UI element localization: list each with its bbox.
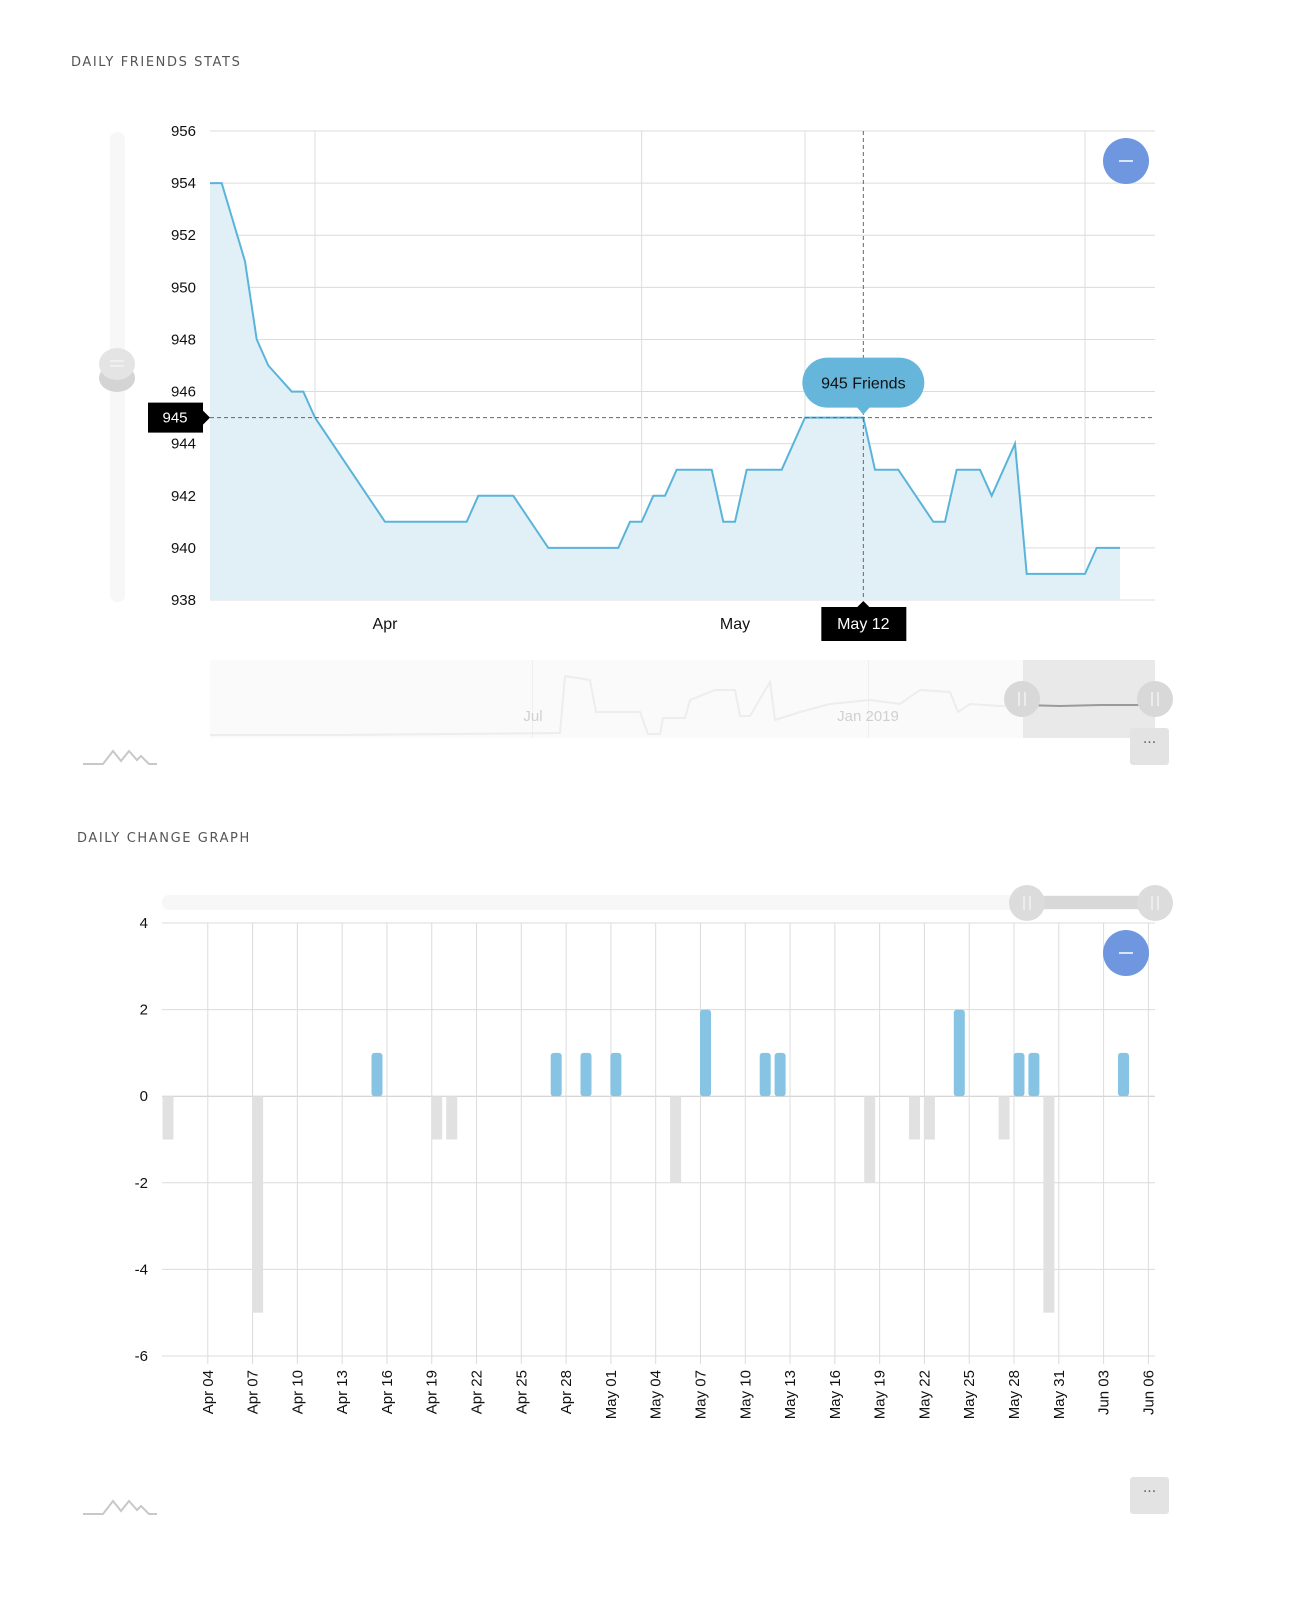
change-bar [1013,1052,1025,1097]
x-tick-label: Apr 04 [200,1370,217,1414]
y-tick-label: 2 [140,1002,148,1019]
change-bar [371,1052,383,1097]
change-bar [759,1052,771,1097]
change-bar [580,1052,592,1097]
change-bar [700,1009,711,1097]
y-tick-label: -2 [135,1175,148,1192]
crosshair-x-value: May 12 [837,616,890,633]
range-navigator[interactable]: Jul Jan 2019 [210,660,1173,738]
x-tick-label: Apr [373,616,399,633]
chart-menu-button-2[interactable]: ··· [1130,1477,1169,1514]
y-tick-label: 950 [171,279,196,296]
y-tick-label: 956 [171,123,196,140]
x-tick-label: May 04 [648,1370,665,1419]
x-tick-label: Jun 03 [1096,1370,1113,1415]
navigator-right-handle[interactable] [1137,681,1173,717]
change-bar [1028,1052,1040,1097]
navigator-series [210,674,1024,736]
x-tick-label: Apr 25 [513,1370,530,1414]
friends-line-chart[interactable]: 938 940 942 944 946 948 950 952 954 956 Apr May 94… [0,0,1297,790]
tooltip: 945 Friends [802,357,925,415]
change-bar [864,1096,876,1183]
y-tick-label: 942 [171,488,196,505]
x-tick-label: Apr 19 [424,1370,441,1414]
friends-area [210,183,1120,600]
x-tick-label: May 10 [737,1370,754,1419]
change-bar [610,1052,622,1097]
navigator-label-jul: Jul [523,708,542,725]
change-bar [953,1009,965,1097]
x-tick-label: May 07 [692,1370,709,1419]
change-bar [1043,1096,1055,1313]
y-tick-label: 938 [171,592,196,609]
change-bar [774,1052,786,1097]
x-tick-label: Apr 07 [245,1370,262,1414]
navigator-selection[interactable] [1023,660,1155,738]
x-tick-label: May [720,616,750,633]
change-bar [431,1096,443,1140]
crosshair-y-label: 945 [148,402,210,433]
scroll-right-handle[interactable] [1137,885,1173,921]
y-tick-label: 940 [171,540,196,557]
y-tick-label: -6 [135,1348,148,1365]
zoom-out-button[interactable] [1103,138,1149,184]
y-tick-label: -4 [135,1261,148,1278]
chart-menu-button[interactable]: ··· [1130,728,1169,765]
chart-logo-icon [83,1494,157,1518]
vertical-scroll-handle[interactable] [99,348,135,392]
y-tick-label: 952 [171,227,196,244]
crosshair-x-label: May 12 [821,601,907,641]
x-tick-label: May 13 [782,1370,799,1419]
change-bar [446,1096,458,1140]
x-tick-label: May 01 [603,1370,620,1419]
y-tick-label: 946 [171,384,196,401]
change-bar [550,1052,562,1097]
y-tick-label: 0 [140,1088,148,1105]
crosshair-y-value: 945 [162,410,187,427]
y-tick-label: 948 [171,331,196,348]
change-bar [670,1096,682,1183]
change-bar [1118,1052,1129,1097]
x-tick-label: May 22 [916,1370,933,1419]
x-tick-label: Apr 13 [334,1370,351,1414]
x-tick-label: May 25 [961,1370,978,1419]
x-tick-label: May 19 [872,1370,889,1419]
horizontal-scrollbar[interactable] [162,895,1155,910]
navigator-left-handle[interactable] [1004,681,1040,717]
navigator-label-jan-2019: Jan 2019 [837,708,899,725]
x-tick-label: Apr 10 [289,1370,306,1414]
scroll-left-handle[interactable] [1009,885,1045,921]
change-bar [162,1096,174,1140]
x-tick-label: Apr 28 [558,1370,575,1414]
x-tick-label: May 28 [1006,1370,1023,1419]
zoom-out-button-2[interactable] [1103,930,1149,976]
change-graph-title: DAILY CHANGE GRAPH [77,831,251,846]
y-tick-label: 4 [140,915,148,932]
x-tick-label: Apr 16 [379,1370,396,1414]
tooltip-text: 945 Friends [821,376,906,393]
y-tick-label: 944 [171,436,196,453]
change-bar [998,1096,1010,1140]
change-bar [252,1096,264,1313]
change-bar [923,1096,935,1140]
chart-logo-icon [83,744,157,768]
change-bar [909,1096,920,1140]
horizontal-scroll-selection[interactable] [1027,896,1155,909]
y-tick-label: 954 [171,175,196,192]
friends-stats-title: DAILY FRIENDS STATS [71,55,242,70]
friends-line [210,182,1120,575]
x-tick-label: May 16 [827,1370,844,1419]
x-tick-label: Apr 22 [469,1370,486,1414]
x-tick-label: Jun 06 [1140,1370,1157,1415]
x-tick-label: May 31 [1051,1370,1068,1419]
